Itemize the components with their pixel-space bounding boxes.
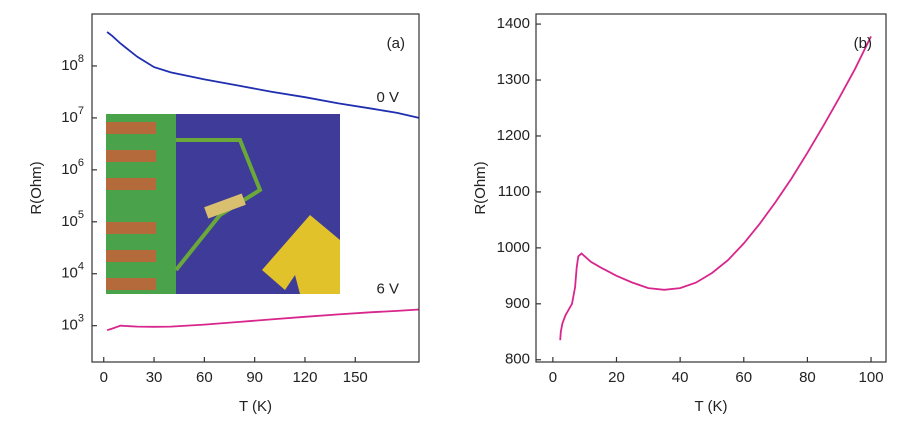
x-tick-label: 150 [343, 369, 368, 386]
x-axis-title: T (K) [239, 398, 272, 415]
plot-frame [535, 13, 887, 363]
y-tick-label: 107 [61, 105, 84, 126]
y-axis-title: R(Ohm) [28, 161, 45, 214]
series-label: 0 V [376, 89, 399, 106]
x-tick-label: 80 [799, 369, 816, 386]
x-tick-label: 60 [196, 369, 213, 386]
y-tick-label: 105 [61, 209, 84, 230]
y-tick-label: 1300 [497, 71, 530, 88]
y-tick-label: 104 [61, 261, 84, 282]
panel-label: (a) [387, 35, 405, 52]
plot-frame [91, 13, 420, 363]
y-tick-label: 1000 [497, 239, 530, 256]
data-line [106, 308, 420, 332]
x-tick-label: 30 [146, 369, 163, 386]
y-tick-label: 103 [61, 313, 84, 334]
y-axis-title: R(Ohm) [472, 161, 489, 214]
y-tick-label: 900 [505, 295, 530, 312]
series-label: 6 V [376, 280, 399, 297]
panel-label: (b) [854, 35, 872, 52]
x-tick-label: 60 [735, 369, 752, 386]
x-tick-label: 100 [859, 369, 884, 386]
y-tick-label: 1400 [497, 15, 530, 32]
y-tick-label: 800 [505, 351, 530, 368]
y-tick-label: 1200 [497, 127, 530, 144]
x-tick-label: 120 [292, 369, 317, 386]
x-tick-label: 0 [549, 369, 557, 386]
y-tick-label: 1100 [498, 183, 530, 200]
data-line [559, 36, 872, 341]
x-tick-label: 20 [608, 369, 625, 386]
x-tick-label: 40 [672, 369, 689, 386]
x-axis-title: T (K) [694, 398, 727, 415]
y-tick-label: 108 [61, 53, 84, 74]
x-tick-label: 0 [100, 369, 108, 386]
inset-photo [106, 114, 340, 294]
y-tick-label: 106 [61, 157, 84, 178]
x-tick-label: 90 [246, 369, 263, 386]
data-line [106, 31, 420, 119]
